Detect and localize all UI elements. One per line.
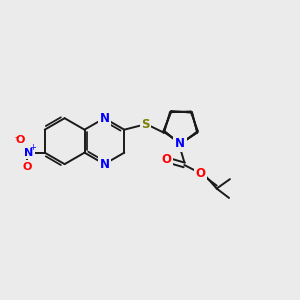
Text: S: S <box>141 118 150 131</box>
Text: N: N <box>99 158 110 171</box>
Text: O: O <box>16 135 25 145</box>
Text: O: O <box>22 162 32 172</box>
Text: N: N <box>99 112 110 125</box>
Text: -: - <box>14 132 18 142</box>
Text: O: O <box>196 167 206 180</box>
Text: +: + <box>29 143 36 152</box>
Text: N: N <box>24 148 33 158</box>
Text: O: O <box>162 153 172 166</box>
Polygon shape <box>164 112 198 144</box>
Text: N: N <box>175 137 185 150</box>
